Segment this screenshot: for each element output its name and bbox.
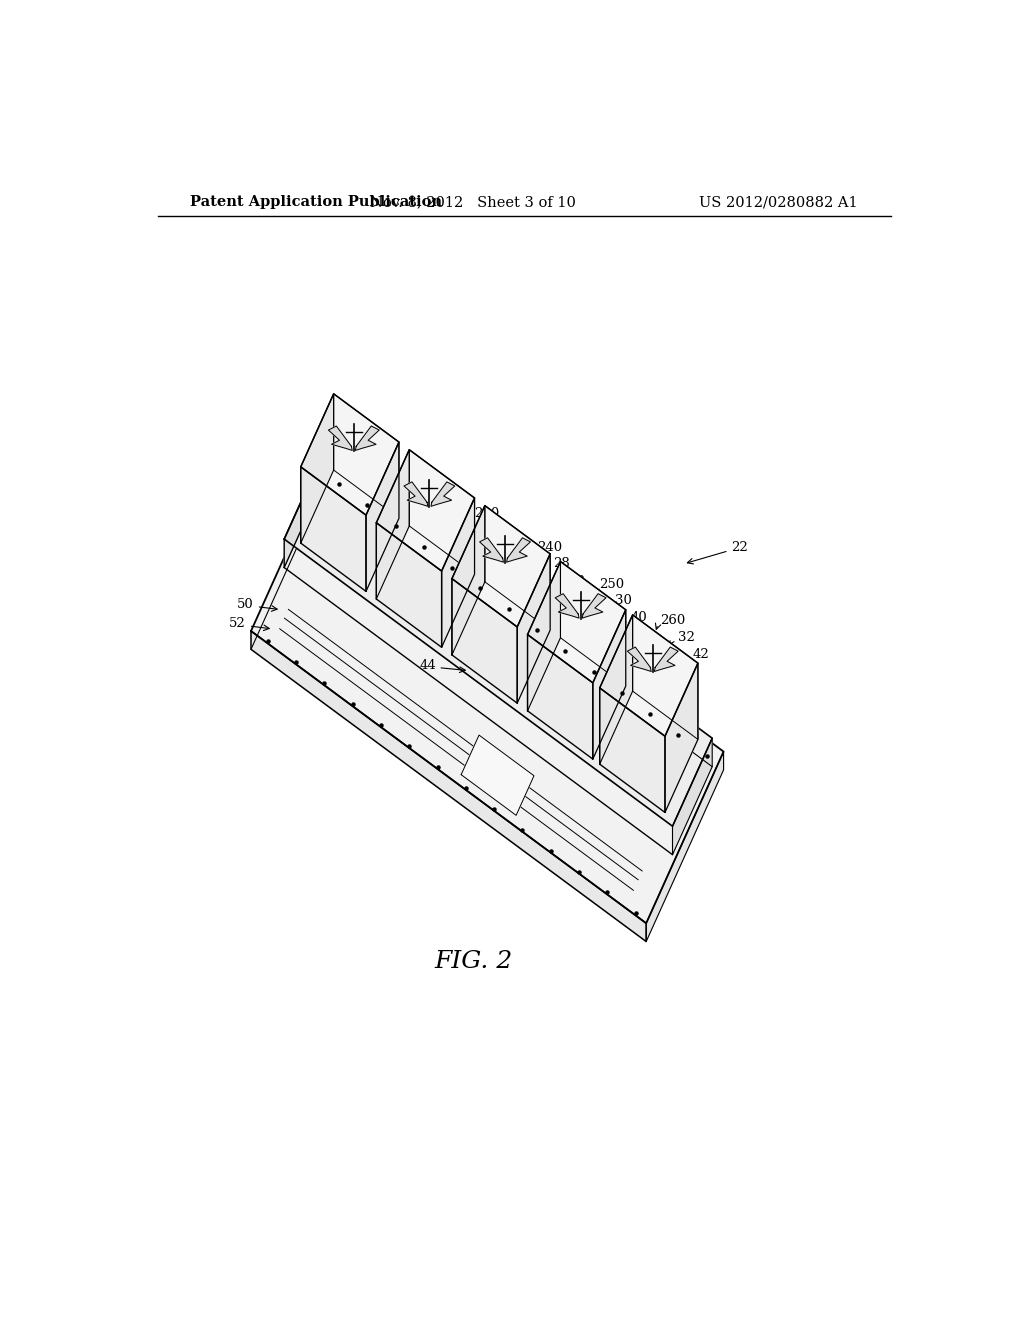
Text: 260: 260 [660, 614, 686, 627]
Polygon shape [251, 459, 724, 923]
Polygon shape [600, 615, 633, 764]
Polygon shape [517, 554, 550, 704]
Text: 34: 34 [430, 510, 446, 523]
Polygon shape [329, 426, 352, 450]
Text: 48: 48 [679, 710, 695, 723]
Polygon shape [673, 738, 713, 854]
Text: 40: 40 [631, 611, 647, 624]
Polygon shape [410, 450, 474, 574]
Polygon shape [646, 751, 724, 941]
Polygon shape [441, 498, 474, 647]
Polygon shape [285, 451, 324, 568]
Polygon shape [600, 688, 665, 812]
Polygon shape [484, 506, 550, 630]
Text: 240: 240 [538, 541, 562, 554]
Text: 42: 42 [692, 648, 709, 661]
Text: 28: 28 [553, 557, 570, 570]
Polygon shape [583, 594, 606, 618]
Polygon shape [527, 561, 626, 682]
Text: 36: 36 [505, 539, 522, 552]
Polygon shape [560, 561, 626, 686]
Polygon shape [665, 663, 698, 812]
Polygon shape [527, 561, 560, 710]
Polygon shape [527, 635, 593, 759]
Polygon shape [301, 467, 366, 591]
Text: 30: 30 [615, 594, 632, 607]
Polygon shape [600, 615, 698, 737]
Text: 52: 52 [228, 618, 246, 631]
Text: 26: 26 [489, 521, 506, 535]
Polygon shape [301, 393, 399, 515]
Text: US 2012/0280882 A1: US 2012/0280882 A1 [699, 195, 858, 209]
Polygon shape [452, 506, 484, 655]
Polygon shape [377, 450, 410, 599]
Polygon shape [461, 735, 534, 816]
Text: Patent Application Publication: Patent Application Publication [189, 195, 442, 209]
Text: 230: 230 [474, 507, 500, 520]
Text: 250: 250 [599, 578, 625, 591]
Polygon shape [366, 442, 399, 591]
Polygon shape [334, 393, 399, 519]
Text: 44: 44 [419, 659, 436, 672]
Text: 32: 32 [678, 631, 695, 644]
Polygon shape [555, 594, 579, 618]
Text: 38: 38 [567, 574, 585, 587]
Text: 220: 220 [392, 474, 418, 487]
Text: 50: 50 [237, 598, 253, 611]
Polygon shape [452, 506, 550, 627]
Polygon shape [654, 647, 678, 672]
Polygon shape [479, 537, 504, 562]
Polygon shape [377, 450, 474, 572]
Polygon shape [301, 393, 334, 543]
Polygon shape [633, 615, 698, 739]
Polygon shape [593, 610, 626, 759]
Polygon shape [377, 523, 441, 647]
Text: 22: 22 [731, 541, 748, 554]
Polygon shape [285, 451, 713, 826]
Polygon shape [251, 631, 646, 941]
Text: FIG. 2: FIG. 2 [434, 950, 512, 973]
Polygon shape [404, 482, 428, 507]
Text: 24: 24 [412, 494, 429, 507]
Text: Nov. 8, 2012   Sheet 3 of 10: Nov. 8, 2012 Sheet 3 of 10 [371, 195, 577, 209]
Polygon shape [355, 426, 379, 450]
Polygon shape [431, 482, 455, 507]
Polygon shape [452, 578, 517, 704]
Polygon shape [628, 647, 651, 672]
Polygon shape [507, 537, 530, 562]
